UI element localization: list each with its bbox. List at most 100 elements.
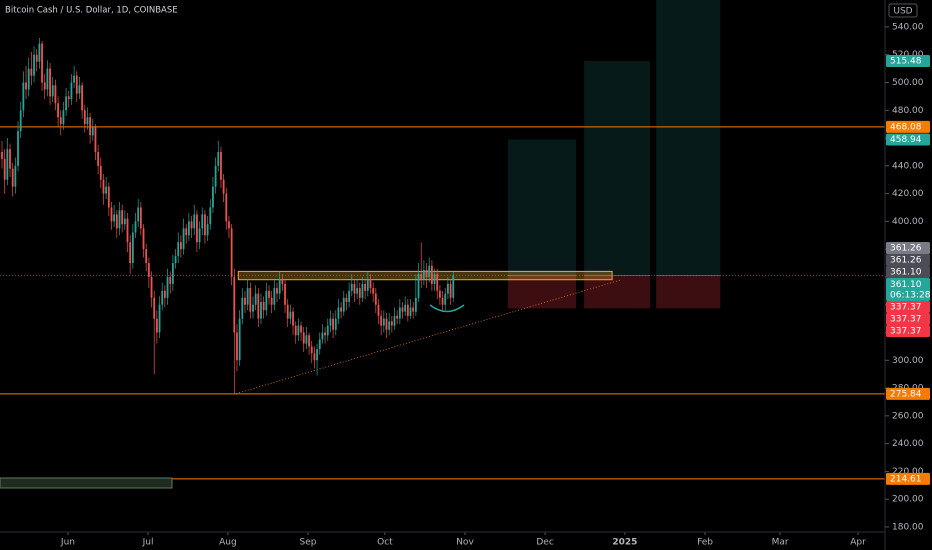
candle-body <box>374 293 377 305</box>
candle-body <box>62 110 65 125</box>
price-label: 275.84 <box>890 389 922 399</box>
candle-body <box>420 274 423 280</box>
candle-body <box>177 242 180 257</box>
candle-body <box>179 242 182 250</box>
candle-body <box>206 224 209 236</box>
loss-zone <box>656 275 721 309</box>
candle-body <box>447 283 449 294</box>
candle-body <box>326 325 329 336</box>
candle-body <box>214 165 217 187</box>
price-label-box <box>886 133 930 146</box>
y-tick-label: 500.00 <box>892 78 924 88</box>
candle-body <box>158 304 161 333</box>
candle-body <box>380 315 383 326</box>
candle-body <box>11 168 14 187</box>
loss-zone <box>584 275 651 309</box>
candle-body <box>358 288 361 298</box>
candle-body <box>372 288 375 294</box>
currency-box[interactable] <box>888 3 918 18</box>
candle-body <box>438 290 441 298</box>
x-tick-label: Feb <box>697 538 713 548</box>
candle-body <box>254 293 257 305</box>
candle-body <box>382 318 385 326</box>
candle-body <box>230 228 233 277</box>
candle-body <box>406 304 409 316</box>
x-tick-label: Apr <box>850 538 866 548</box>
candle-body <box>113 214 116 222</box>
candle-body <box>313 353 316 361</box>
candle-body <box>340 307 343 312</box>
candle-body <box>425 270 428 277</box>
candle-body <box>161 290 164 305</box>
candle-body <box>97 151 100 166</box>
candle-body <box>257 293 260 319</box>
candle-body <box>361 283 364 298</box>
candle-body <box>131 232 134 264</box>
candle-body <box>377 304 380 316</box>
x-tick-label: Mar <box>772 538 789 548</box>
candle-body <box>30 68 33 76</box>
y-tick-label: 300.00 <box>892 356 924 366</box>
candle-body <box>43 82 46 90</box>
candle-body <box>6 149 9 180</box>
price-label: 515.48 <box>890 57 922 67</box>
candle-body <box>35 54 38 62</box>
profit-zone <box>507 139 577 276</box>
candle-body <box>246 288 249 305</box>
candle-body <box>233 276 236 333</box>
candle-body <box>19 110 22 132</box>
candle-body <box>89 117 92 136</box>
candle-body <box>54 85 57 104</box>
candle-body <box>145 249 148 264</box>
candle-body <box>166 276 169 298</box>
candle-body <box>57 103 59 118</box>
candle-body <box>404 304 407 312</box>
y-tick-label: 180.00 <box>892 522 924 532</box>
candle-body <box>441 297 444 305</box>
plot-area: Jun Jul Aug Sep Oct Nov Dec 2025 Feb Mar Apr <box>0 0 885 548</box>
candle-body <box>428 265 431 277</box>
candle-body <box>385 318 388 330</box>
x-tick-label: 2025 <box>612 538 637 548</box>
candle-body <box>302 332 305 344</box>
candle-body <box>134 221 137 233</box>
candle-body <box>70 82 73 100</box>
candle-body <box>212 186 214 208</box>
drawing-box <box>0 477 173 489</box>
price-label: 214.61 <box>890 474 922 484</box>
y-tick-label: 220.00 <box>892 467 924 477</box>
price-label: 361.26 <box>890 243 922 253</box>
candle-body <box>209 207 212 225</box>
candle-body <box>276 288 278 294</box>
candle-body <box>99 165 102 180</box>
candle-body <box>401 307 404 312</box>
candle-body <box>153 297 156 319</box>
candle-body <box>185 228 188 236</box>
y-tick-label: 240.00 <box>892 439 924 449</box>
y-tick-label: 200.00 <box>892 495 924 505</box>
candle-body <box>174 256 177 264</box>
candle-body <box>38 43 41 62</box>
candle-body <box>171 263 174 284</box>
candle-body <box>300 325 302 333</box>
candle-body <box>81 85 84 111</box>
y-tick-label: 420.00 <box>892 189 924 199</box>
candle-body <box>142 228 145 250</box>
candle-body <box>110 207 113 222</box>
price-label-box <box>886 312 930 325</box>
candle-body <box>297 325 300 336</box>
candle-body <box>1 151 3 159</box>
candle-body <box>393 315 396 326</box>
candle-body <box>444 293 447 305</box>
candle-body <box>265 290 268 311</box>
price-label-box <box>886 300 930 313</box>
candle-body <box>412 307 415 312</box>
candle-body <box>217 151 220 166</box>
price-label-box <box>886 277 930 301</box>
candle-body <box>417 274 420 298</box>
candle-body <box>150 276 153 298</box>
x-tick-label: Sep <box>300 538 317 548</box>
candle-body <box>33 54 35 76</box>
candle-body <box>449 283 452 298</box>
